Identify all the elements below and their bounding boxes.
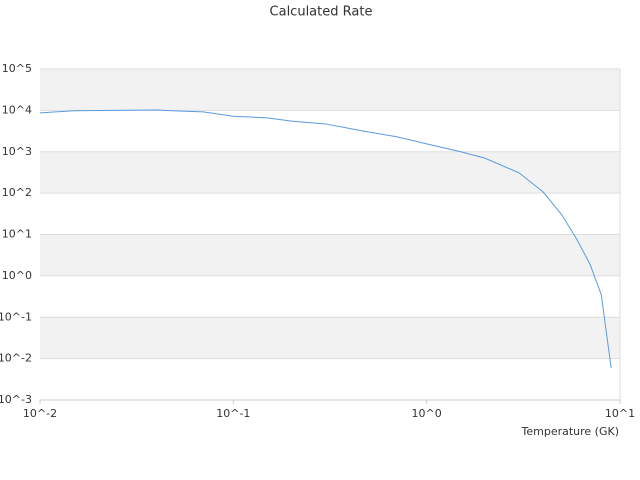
x-axis-label: Temperature (GK) [521,425,620,438]
chart-title: Calculated Rate [270,5,373,20]
y-tick-label: 10^0 [2,269,32,282]
x-tick-label: 10^-2 [23,407,57,420]
y-tick-label: 10^1 [2,228,32,241]
y-tick-label: 10^5 [2,62,32,75]
grid-band [40,234,620,276]
y-tick-label: 10^-2 [0,352,32,365]
x-tick-label: 10^-1 [216,407,250,420]
y-tick-label: 10^-1 [0,310,32,323]
grid-band [40,317,620,359]
y-tick-label: 10^3 [2,145,32,158]
data-line [39,109,612,368]
x-tick-label: 10^0 [412,407,442,420]
y-tick-label: 10^2 [2,186,32,199]
y-tick-label: 10^4 [2,103,32,116]
grid-band [40,151,620,194]
y-tick-label: 10^-3 [0,393,32,406]
grid-band [40,69,620,111]
x-tick-label: 10^1 [605,407,635,420]
